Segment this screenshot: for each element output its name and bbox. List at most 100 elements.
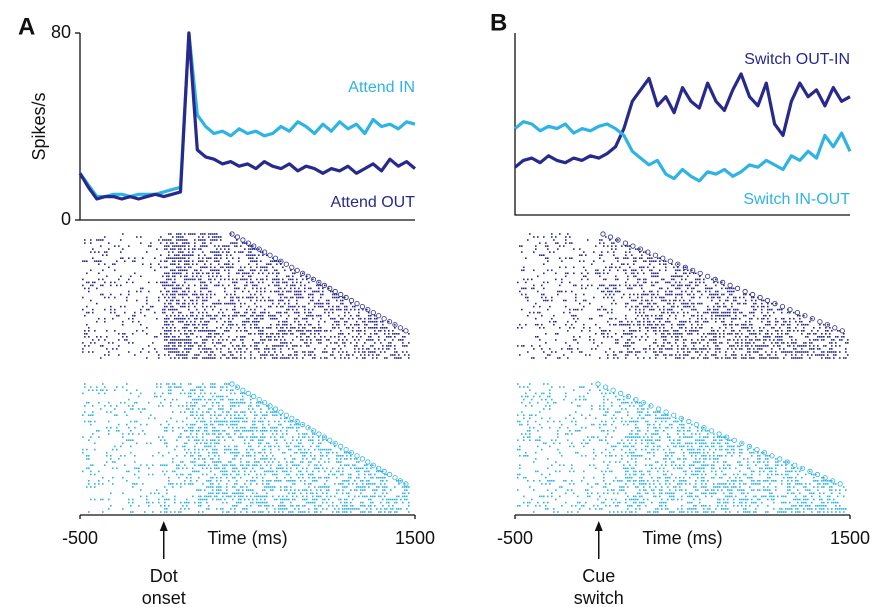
spike xyxy=(168,480,170,482)
spike xyxy=(288,302,290,305)
spike xyxy=(262,339,264,341)
spike xyxy=(296,296,298,299)
spike xyxy=(330,290,332,293)
spike xyxy=(394,345,396,347)
spike xyxy=(236,278,238,281)
spike xyxy=(228,445,230,448)
spike xyxy=(352,354,354,356)
spike xyxy=(659,269,661,272)
spike xyxy=(254,511,256,513)
spike xyxy=(178,284,180,287)
spike xyxy=(210,314,212,317)
spike xyxy=(178,299,180,302)
spike xyxy=(306,336,308,338)
spike xyxy=(204,420,206,423)
spike xyxy=(703,278,705,281)
spike xyxy=(689,281,691,284)
spike xyxy=(284,339,286,341)
spike xyxy=(230,401,232,404)
spike xyxy=(775,320,777,323)
spike xyxy=(368,470,370,473)
spike xyxy=(565,242,567,244)
spike xyxy=(801,323,803,326)
spike xyxy=(250,327,252,329)
spike xyxy=(386,336,388,338)
spike xyxy=(655,272,657,275)
spike xyxy=(276,272,278,275)
spike xyxy=(238,414,240,416)
spike xyxy=(194,278,196,281)
spike xyxy=(791,339,793,341)
spike xyxy=(260,501,262,504)
spike xyxy=(242,251,244,253)
spike xyxy=(296,357,298,359)
spike xyxy=(170,405,172,407)
spike xyxy=(755,299,757,302)
spike xyxy=(280,501,282,504)
spike xyxy=(240,476,242,479)
spike xyxy=(184,299,186,302)
spike xyxy=(358,308,360,311)
spike xyxy=(180,383,182,385)
spike xyxy=(218,458,220,460)
spike xyxy=(358,333,360,335)
spike xyxy=(332,308,334,311)
spike xyxy=(735,308,737,311)
spike xyxy=(166,430,168,432)
spike xyxy=(603,260,605,262)
spike xyxy=(747,330,749,332)
spike xyxy=(368,317,370,320)
spike xyxy=(665,269,667,272)
spike xyxy=(316,339,318,341)
spike xyxy=(607,290,609,293)
spike xyxy=(230,417,232,420)
spike xyxy=(677,336,679,338)
spike xyxy=(170,401,172,404)
spike xyxy=(543,263,545,265)
spike xyxy=(338,339,340,341)
spike xyxy=(206,439,208,441)
spike xyxy=(615,284,617,287)
spike xyxy=(174,342,176,344)
spike xyxy=(196,302,198,305)
spike xyxy=(200,317,202,320)
spike xyxy=(186,263,188,265)
spike xyxy=(224,290,226,293)
spike xyxy=(274,508,276,510)
spike xyxy=(196,489,198,491)
spike xyxy=(184,242,186,244)
spike xyxy=(368,486,370,488)
spike xyxy=(803,314,805,317)
spike xyxy=(172,272,174,275)
spike xyxy=(226,433,228,435)
spike xyxy=(352,317,354,320)
spike xyxy=(705,287,707,290)
spike xyxy=(198,330,200,332)
spike xyxy=(603,278,605,281)
spike xyxy=(198,386,200,388)
spike xyxy=(777,333,779,335)
spike xyxy=(222,339,224,341)
spike xyxy=(82,308,84,311)
spike xyxy=(677,305,679,308)
spike xyxy=(717,305,719,308)
spike xyxy=(677,275,679,278)
spike xyxy=(701,323,703,326)
spike xyxy=(527,314,529,317)
spike xyxy=(318,287,320,290)
spike xyxy=(166,284,168,287)
spike xyxy=(114,461,116,463)
spike xyxy=(336,323,338,326)
spike xyxy=(210,281,212,284)
spike xyxy=(162,275,164,278)
spike xyxy=(112,448,114,451)
spike xyxy=(346,455,348,457)
spike xyxy=(118,314,120,317)
spike xyxy=(328,476,330,479)
spike xyxy=(326,357,328,359)
spike xyxy=(206,339,208,341)
spike xyxy=(266,336,268,338)
spike xyxy=(216,269,218,272)
spike xyxy=(258,330,260,332)
spike xyxy=(276,414,278,416)
